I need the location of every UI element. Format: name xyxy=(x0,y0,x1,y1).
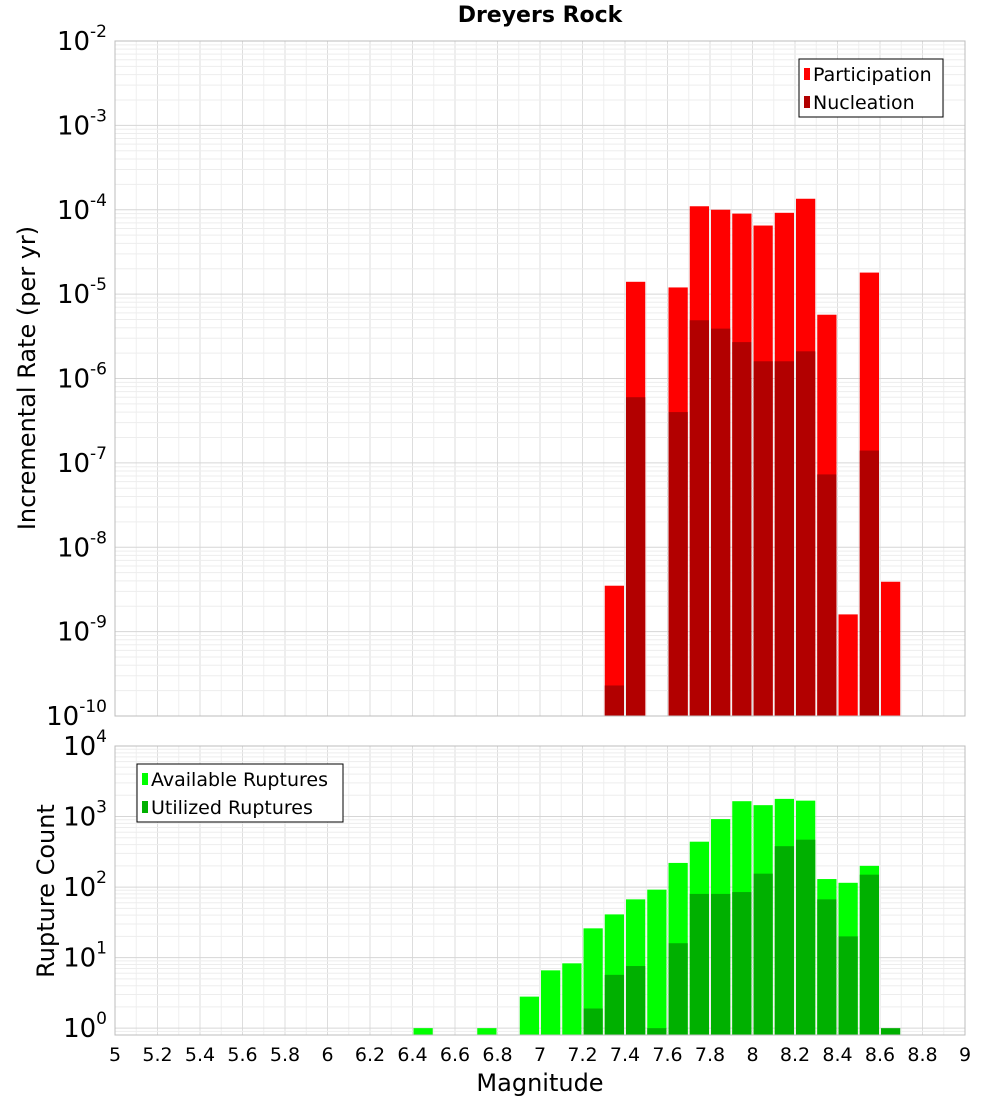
bar xyxy=(689,893,709,1035)
plot-frame xyxy=(114,745,966,1036)
x-tick-label: 6.4 xyxy=(397,1044,427,1066)
y-tick-label: 10-4 xyxy=(57,191,107,226)
bar xyxy=(647,889,667,1035)
bar xyxy=(859,874,879,1035)
bar xyxy=(668,943,688,1035)
legend-swatch xyxy=(804,96,810,108)
x-tick-label: 5.4 xyxy=(185,1044,215,1066)
x-tick-label: 6.2 xyxy=(355,1044,385,1066)
bar xyxy=(817,899,837,1035)
bar xyxy=(796,839,816,1035)
legend-swatch xyxy=(142,801,148,813)
plot-frame xyxy=(114,40,966,717)
legend-label: Participation xyxy=(813,64,932,86)
bar xyxy=(732,342,752,716)
chart-title: Dreyers Rock xyxy=(458,3,624,28)
bar xyxy=(689,320,709,716)
y-tick-label: 104 xyxy=(63,727,107,762)
legend-box xyxy=(798,58,944,118)
chart-panel-1: 10-2 10-3 10-4 10-5 10-6 10-7 10-8 10-9 10-10 Inc… xyxy=(13,3,966,732)
bar xyxy=(604,974,624,1035)
grid xyxy=(114,40,966,717)
bar xyxy=(711,893,731,1035)
y-tick-label: 10-6 xyxy=(57,360,107,395)
y-tick-label: 10-7 xyxy=(57,444,107,479)
bar xyxy=(859,450,879,716)
x-tick-label: 6.8 xyxy=(482,1044,512,1066)
series-utilized-ruptures xyxy=(583,839,901,1035)
y-axis-label: Rupture Count xyxy=(32,804,60,978)
x-tick-label: 5.8 xyxy=(270,1044,300,1066)
x-tick-label: 8.8 xyxy=(907,1044,937,1066)
x-tick-label: 8.4 xyxy=(822,1044,852,1066)
bar xyxy=(413,1028,433,1035)
x-tick-label: 7.4 xyxy=(610,1044,640,1066)
y-tick-label: 102 xyxy=(63,868,107,903)
x-tick-label: 9 xyxy=(959,1044,971,1066)
bar xyxy=(838,614,858,716)
y-tick-label: 10-3 xyxy=(57,106,107,141)
y-tick-label: 10-2 xyxy=(57,22,107,57)
bar xyxy=(668,412,688,716)
bar xyxy=(626,397,646,716)
y-tick-label: 100 xyxy=(63,1009,107,1044)
y-tick-label: 101 xyxy=(63,939,107,974)
legend-box xyxy=(136,763,344,823)
legend-swatch xyxy=(804,68,810,80)
legend: Participation Nucleation xyxy=(798,58,944,118)
bar xyxy=(774,361,794,716)
x-tick-label: 5 xyxy=(109,1044,121,1066)
bar xyxy=(774,846,794,1035)
x-tick-label: 8.6 xyxy=(865,1044,895,1066)
bar xyxy=(753,361,773,716)
bar xyxy=(881,1028,901,1035)
bar xyxy=(519,996,539,1035)
y-tick-label: 103 xyxy=(63,798,107,833)
x-tick-label: 7 xyxy=(534,1044,546,1066)
x-tick-label: 7.6 xyxy=(652,1044,682,1066)
bar xyxy=(732,892,752,1035)
bar xyxy=(541,970,561,1035)
bar xyxy=(604,685,624,716)
bar xyxy=(647,1028,667,1035)
bar xyxy=(583,928,603,1035)
x-tick-label: 8 xyxy=(746,1044,758,1066)
x-axis-label: Magnitude xyxy=(476,1069,603,1097)
legend-label: Nucleation xyxy=(813,92,915,114)
bar xyxy=(626,966,646,1035)
x-tick-label: 5.6 xyxy=(227,1044,257,1066)
x-tick-label: 6.6 xyxy=(440,1044,470,1066)
bar xyxy=(477,1028,497,1035)
legend-label: Available Ruptures xyxy=(151,769,328,791)
x-tick-label: 7.8 xyxy=(695,1044,725,1066)
bar xyxy=(881,581,901,716)
bar xyxy=(796,351,816,716)
y-tick-label: 10-8 xyxy=(57,528,107,563)
y-tick-label: 10-10 xyxy=(46,697,107,732)
y-tick-label: 10-9 xyxy=(57,613,107,648)
bar xyxy=(562,963,582,1035)
x-tick-label: 8.2 xyxy=(780,1044,810,1066)
series-nucleation xyxy=(604,320,879,716)
bar xyxy=(711,328,731,716)
bar xyxy=(753,873,773,1035)
legend-label: Utilized Ruptures xyxy=(151,797,313,819)
y-axis-label: Incremental Rate (per yr) xyxy=(13,226,41,530)
bar xyxy=(817,474,837,716)
x-tick-label: 6 xyxy=(321,1044,333,1066)
bar xyxy=(604,585,624,716)
legend-swatch xyxy=(142,773,148,785)
bar xyxy=(583,1008,603,1035)
legend: Available Ruptures Utilized Ruptures xyxy=(136,763,344,823)
x-tick-label: 5.2 xyxy=(142,1044,172,1066)
bar xyxy=(838,936,858,1035)
y-tick-label: 10-5 xyxy=(57,275,107,310)
x-tick-label: 7.2 xyxy=(567,1044,597,1066)
